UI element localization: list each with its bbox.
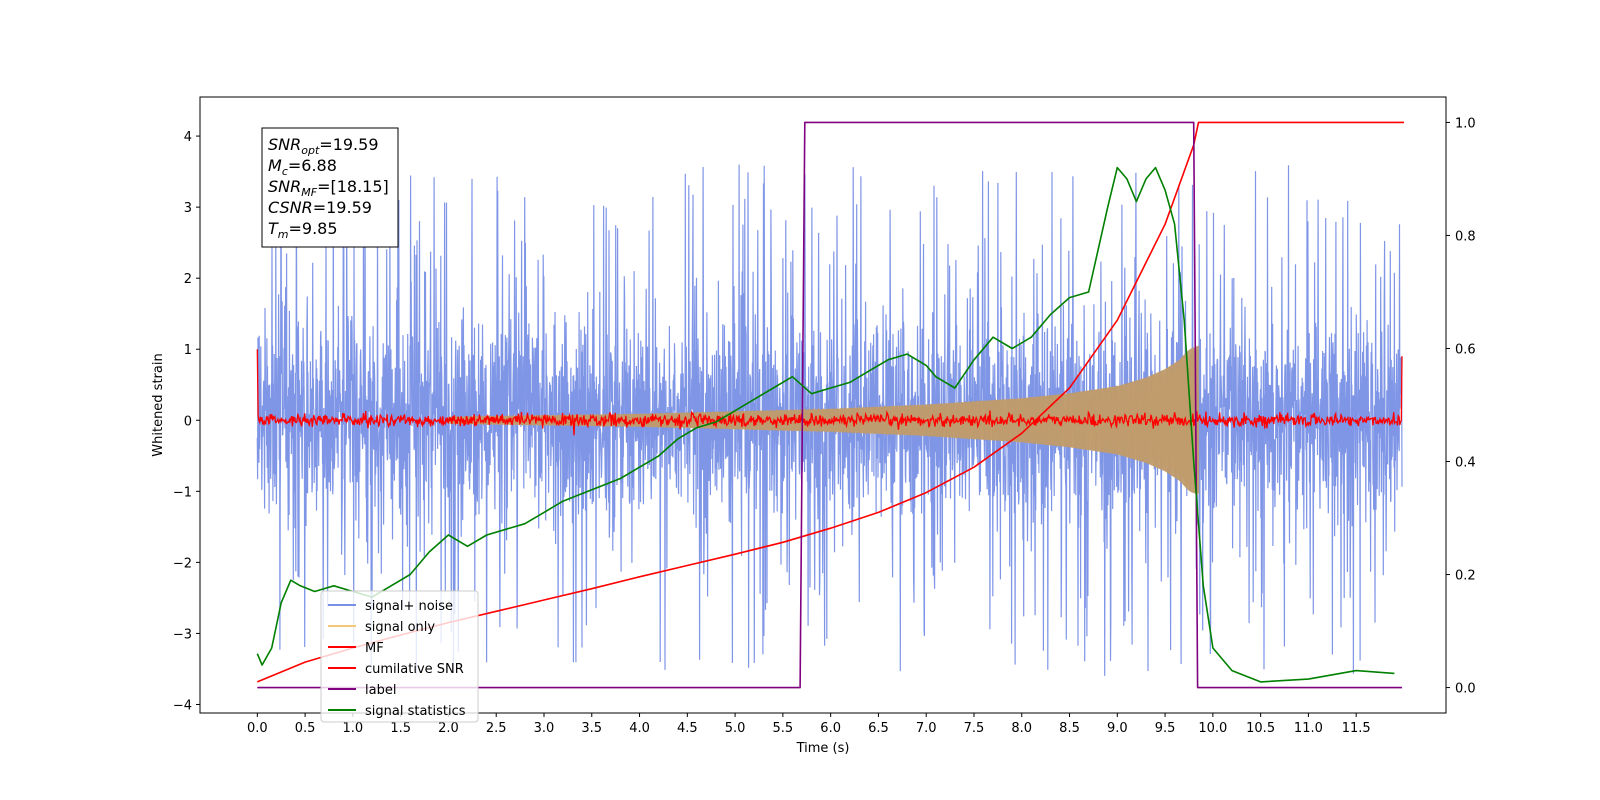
stats-annotation-line: SNRopt=19.59 bbox=[268, 135, 379, 157]
legend-label: cumilative SNR bbox=[365, 662, 464, 677]
x-tick-label: 0.5 bbox=[295, 721, 316, 736]
series-label-line bbox=[257, 121, 1402, 689]
y-tick-label: 4 bbox=[184, 130, 192, 145]
y-tick-label: −2 bbox=[173, 556, 192, 571]
y-right-tick-label: 0.0 bbox=[1455, 682, 1476, 697]
y-axis-label: Whitened strain bbox=[151, 353, 166, 456]
x-tick-label: 11.0 bbox=[1294, 721, 1323, 736]
x-tick-label: 6.0 bbox=[820, 721, 841, 736]
x-tick-label: 10.0 bbox=[1198, 721, 1227, 736]
y-right-tick-label: 0.8 bbox=[1455, 229, 1476, 244]
y-tick-label: −3 bbox=[173, 627, 192, 642]
x-tick-label: 9.5 bbox=[1155, 721, 1176, 736]
y-right-tick-label: 0.2 bbox=[1455, 569, 1476, 584]
legend-label: label bbox=[365, 683, 396, 698]
y-tick-label: 3 bbox=[184, 201, 192, 216]
x-tick-label: 4.0 bbox=[629, 721, 650, 736]
x-tick-label: 7.5 bbox=[964, 721, 985, 736]
x-tick-label: 2.0 bbox=[438, 721, 459, 736]
stats-annotation-box bbox=[261, 127, 399, 248]
series-signal-noise-line bbox=[256, 164, 1403, 676]
x-tick-label: 3.5 bbox=[581, 721, 602, 736]
y-tick-label: 2 bbox=[184, 272, 192, 287]
x-tick-label: 7.0 bbox=[916, 721, 937, 736]
x-tick-label: 3.0 bbox=[534, 721, 555, 736]
x-tick-label: 2.5 bbox=[486, 721, 507, 736]
y-right-tick-label: 1.0 bbox=[1455, 116, 1476, 131]
y-tick-label: −1 bbox=[173, 485, 192, 500]
legend-box bbox=[320, 590, 479, 723]
stats-annotation-line: Mc=6.88 bbox=[268, 156, 337, 178]
x-tick-label: 5.0 bbox=[725, 721, 746, 736]
stats-annotation-line: Tm=9.85 bbox=[268, 219, 338, 241]
y-right-tick-label: 0.6 bbox=[1455, 342, 1476, 357]
x-tick-label: 5.5 bbox=[773, 721, 794, 736]
x-tick-label: 8.0 bbox=[1011, 721, 1032, 736]
y-right-tick-label: 0.4 bbox=[1455, 456, 1476, 471]
series-mf-line bbox=[256, 349, 1403, 436]
x-tick-label: 1.0 bbox=[343, 721, 364, 736]
legend-label: MF bbox=[365, 641, 384, 656]
series-signal-statistics-line bbox=[256, 166, 1395, 683]
x-tick-label: 9.0 bbox=[1107, 721, 1128, 736]
stats-annotation-line: CSNR=19.59 bbox=[268, 198, 372, 217]
y-tick-label: 1 bbox=[184, 343, 192, 358]
x-tick-label: 0.0 bbox=[247, 721, 268, 736]
legend-label: signal only bbox=[365, 620, 435, 635]
y-tick-label: 0 bbox=[184, 414, 192, 429]
x-tick-label: 6.5 bbox=[868, 721, 889, 736]
x-tick-label: 4.5 bbox=[677, 721, 698, 736]
legend-label: signal statistics bbox=[365, 704, 466, 719]
x-tick-label: 8.5 bbox=[1059, 721, 1080, 736]
y-tick-label: −4 bbox=[173, 698, 192, 713]
plot-frame bbox=[199, 96, 1447, 714]
x-tick-label: 1.5 bbox=[390, 721, 411, 736]
legend-label: signal+ noise bbox=[365, 599, 453, 614]
x-axis-label: Time (s) bbox=[796, 741, 850, 756]
plot-area bbox=[256, 121, 1404, 689]
x-tick-label: 11.5 bbox=[1342, 721, 1371, 736]
x-tick-label: 10.5 bbox=[1246, 721, 1275, 736]
stats-annotation-line: SNRMF=[18.15] bbox=[268, 177, 389, 199]
